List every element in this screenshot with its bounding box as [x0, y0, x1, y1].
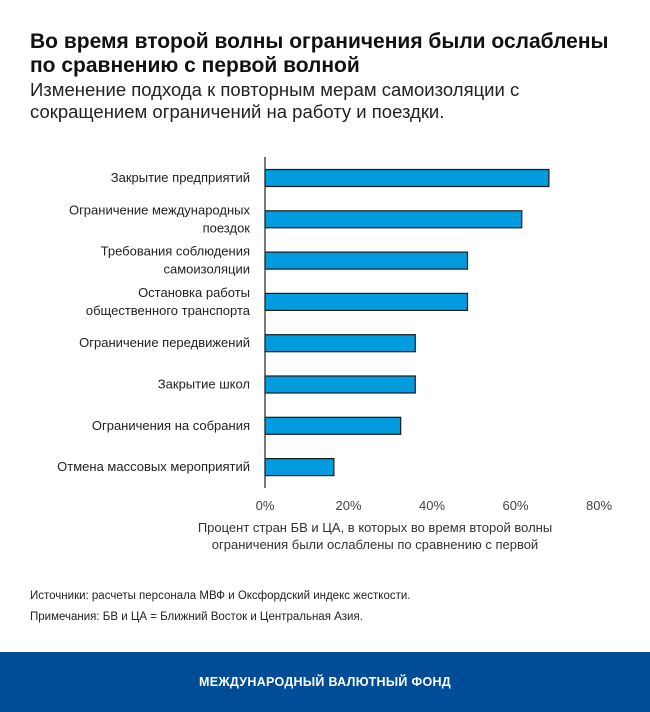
category-label: Отмена массовых мероприятий: [57, 459, 250, 474]
category-label: Ограничение передвижений: [79, 335, 250, 350]
category-label: Требования соблюдения: [101, 244, 250, 259]
x-tick-label: 20%: [335, 498, 361, 513]
sources-note: Источники: расчеты персонала МВФ и Оксфо…: [30, 590, 411, 602]
footer-banner: МЕЖДУНАРОДНЫЙ ВАЛЮТНЫЙ ФОНД: [0, 652, 650, 712]
x-axis-label: Процент стран БВ и ЦА, в которых во врем…: [197, 520, 553, 552]
bar: [264, 416, 402, 435]
category-label: Ограничение международных: [69, 202, 251, 217]
bar: [264, 210, 523, 229]
x-tick-label: 80%: [586, 498, 612, 513]
x-tick-label: 40%: [419, 498, 445, 513]
bar: [264, 334, 416, 353]
chart-title: Во время второй волны ограничения были о…: [30, 30, 609, 77]
category-label: Ограничения на собрания: [92, 418, 250, 433]
category-label: Остановка работы: [138, 285, 250, 300]
category-label: общественного транспорта: [86, 303, 251, 318]
remarks-note: Примечания: БВ и ЦА = Ближний Восток и Ц…: [30, 611, 363, 623]
bar: [264, 375, 416, 394]
x-tick-label: 0%: [256, 498, 275, 513]
category-label: поездок: [203, 220, 251, 235]
category-label: Закрытие предприятий: [111, 170, 250, 185]
bar: [264, 292, 469, 311]
bar-chart: Закрытие предприятий Ограничение междунар…: [57, 157, 612, 513]
category-label: самоизоляции: [163, 262, 250, 277]
x-tick-label: 60%: [502, 498, 528, 513]
bar: [264, 458, 335, 477]
bar: [264, 168, 550, 188]
chart-subtitle: Изменение подхода к повторным мерам само…: [30, 79, 520, 122]
bar: [264, 251, 469, 270]
category-label: Закрытие школ: [158, 377, 250, 392]
